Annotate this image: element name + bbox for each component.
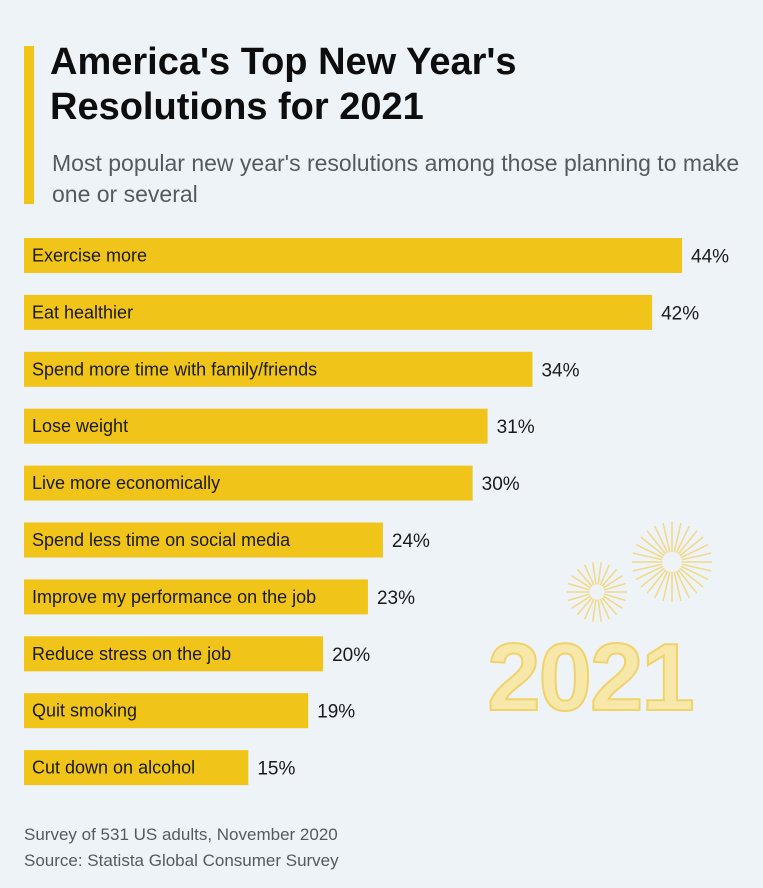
bar-6 <box>24 579 368 615</box>
bar-4 <box>24 465 473 501</box>
survey-note: Survey of 531 US adults, November 2020 <box>24 825 338 844</box>
value-label: 31% <box>497 417 535 438</box>
value-label: 42% <box>661 303 699 324</box>
category-label: Quit smoking <box>32 701 137 721</box>
value-label: 15% <box>257 759 295 780</box>
bar-2 <box>24 351 533 387</box>
category-label: Cut down on alcohol <box>32 758 195 778</box>
chart-subtitle: Most popular new year's resolutions amon… <box>52 150 740 207</box>
value-label: 19% <box>317 702 355 723</box>
chart-title: America's Top New Year's Resolutions for… <box>50 41 517 128</box>
category-label: Exercise more <box>32 246 147 266</box>
bar-3 <box>24 408 488 444</box>
category-label: Improve my performance on the job <box>32 587 316 607</box>
category-label: Lose weight <box>32 416 128 436</box>
category-label: Spend more time with family/friends <box>32 359 317 379</box>
bar-5 <box>24 522 383 558</box>
bar-7 <box>24 636 324 672</box>
bar-9 <box>24 750 249 786</box>
category-label: Eat healthier <box>32 302 133 322</box>
firework-icon <box>567 522 712 622</box>
fireworks-2021-decoration: 2021 <box>486 522 712 730</box>
year-2021-text: 2021 <box>487 624 693 730</box>
title-accent-bar <box>24 46 34 204</box>
category-label: Live more economically <box>32 473 220 493</box>
value-label: 23% <box>377 588 415 609</box>
footnote: Survey of 531 US adults, November 2020 S… <box>24 822 339 874</box>
value-label: 44% <box>691 247 729 268</box>
bar-1 <box>24 294 653 330</box>
category-label: Reduce stress on the job <box>32 644 231 664</box>
value-label: 20% <box>332 645 370 666</box>
source-note: Source: Statista Global Consumer Survey <box>24 851 339 870</box>
bar-0 <box>24 238 682 273</box>
bar-8 <box>24 693 309 729</box>
category-label: Spend less time on social media <box>32 530 291 550</box>
value-label: 30% <box>482 474 520 495</box>
value-label: 24% <box>392 531 430 552</box>
value-label: 34% <box>541 360 579 381</box>
